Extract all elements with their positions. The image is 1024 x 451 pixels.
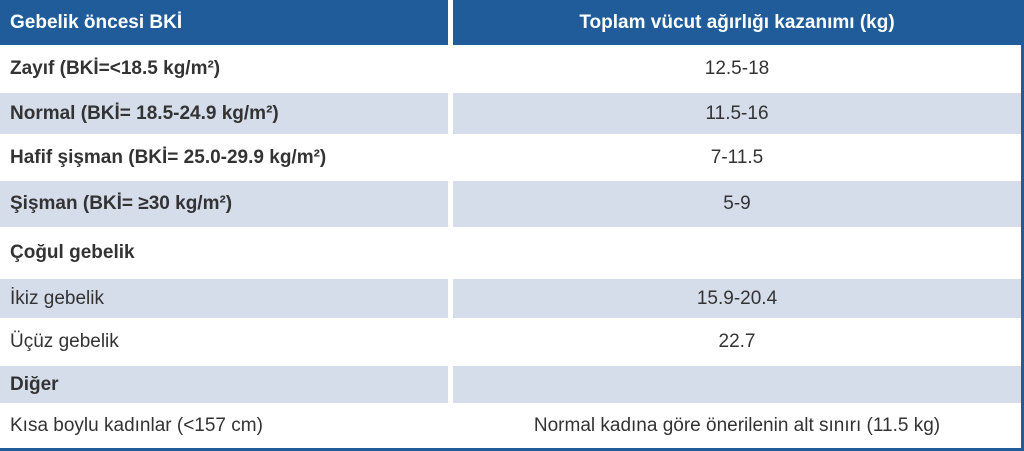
table-cell: Kısa boylu kadınlar (<157 cm) bbox=[10, 414, 263, 436]
table-cell: Üçüz gebelik bbox=[10, 331, 119, 352]
table-cell: Şişman (BKİ= ≥30 kg/m²) bbox=[0, 181, 448, 227]
header-cell: Toplam vücut ağırlığı kazanımı (kg) bbox=[453, 0, 1021, 45]
table-cell bbox=[453, 366, 1021, 403]
table-cell: 7-11.5 bbox=[710, 146, 764, 168]
table-cell: 15.9-20.4 bbox=[453, 279, 1021, 318]
table-cell: 11.5-16 bbox=[453, 93, 1021, 134]
table-cell: Normal kadına göre önerilenin alt sınırı… bbox=[533, 414, 941, 436]
table-cell: Normal (BKİ= 18.5-24.9 kg/m²) bbox=[0, 93, 448, 134]
table-cell: Zayıf (BKİ=<18.5 kg/m²) bbox=[10, 58, 221, 79]
table-cell: Diğer bbox=[0, 366, 448, 403]
table-cell: Çoğul gebelik bbox=[10, 242, 135, 263]
table-cell: 22.7 bbox=[718, 331, 756, 352]
table-cell: 12.5-18 bbox=[704, 58, 770, 79]
table-cell: 5-9 bbox=[453, 181, 1021, 227]
header-cell: Gebelik öncesi BKİ bbox=[0, 0, 448, 45]
table-cell bbox=[453, 230, 1021, 276]
table-cell: İkiz gebelik bbox=[0, 279, 448, 318]
table-cell: Hafif şişman (BKİ= 25.0-29.9 kg/m²) bbox=[10, 146, 327, 168]
